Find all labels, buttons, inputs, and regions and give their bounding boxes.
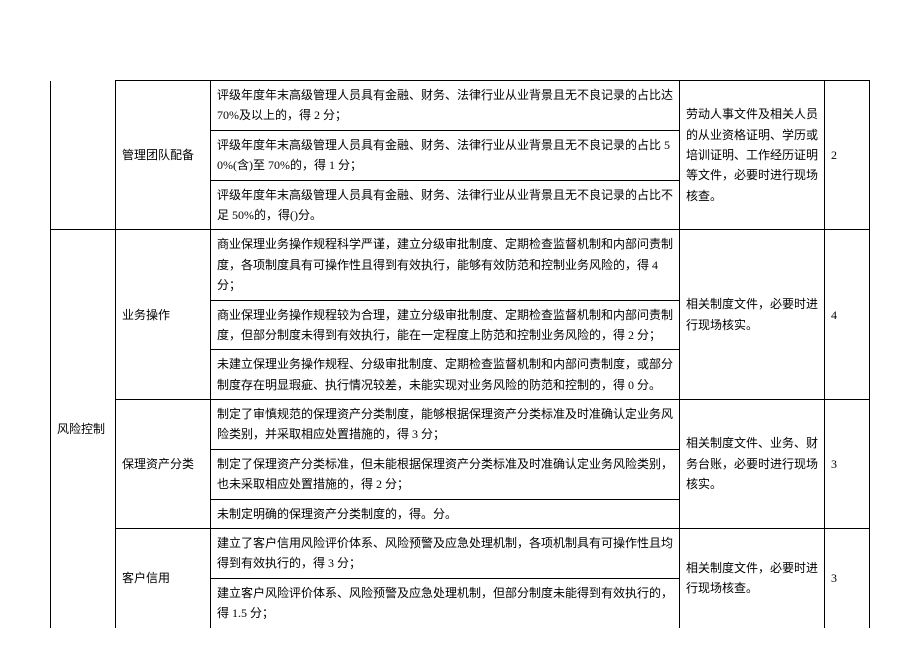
criteria-cell: 建立了客户信用风险评价体系、风险预警及应急处理机制，各项机制具有可操作性且均得到…: [211, 529, 680, 579]
subcategory-cell: 保理资产分类: [116, 400, 211, 529]
score-cell: 3: [825, 529, 870, 628]
reference-cell: 相关制度文件、业务、财务台账，必要时进行现场核实。: [680, 400, 825, 529]
criteria-cell: 评级年度年末高级管理人员具有金融、财务、法律行业从业背景且无不良记录的占比不足 …: [211, 180, 680, 230]
category-cell: [51, 81, 116, 230]
score-cell: 3: [825, 400, 870, 529]
subcategory-cell: 客户信用: [116, 529, 211, 628]
subcategory-cell: 业务操作: [116, 230, 211, 400]
criteria-cell: 未制定明确的保理资产分类制度的，得。分。: [211, 499, 680, 528]
criteria-cell: 未建立保理业务操作规程、分级审批制度、定期检查监督机制和内部问责制度，或部分制度…: [211, 350, 680, 400]
criteria-cell: 制定了审慎规范的保理资产分类制度，能够根据保理资产分类标准及时准确认定业务风险类…: [211, 400, 680, 450]
category-cell: 风险控制: [51, 230, 116, 628]
reference-cell: 相关制度文件，必要时进行现场核查。: [680, 529, 825, 628]
criteria-cell: 建立客户风险评价体系、风险预警及应急处理机制，但部分制度未能得到有效执行的，得 …: [211, 578, 680, 627]
score-cell: 2: [825, 81, 870, 230]
evaluation-table: 管理团队配备 评级年度年末高级管理人员具有金融、财务、法律行业从业背景且无不良记…: [50, 80, 870, 628]
reference-cell: 劳动人事文件及相关人员的从业资格证明、学历或培训证明、工作经历证明等文件，必要时…: [680, 81, 825, 230]
reference-cell: 相关制度文件，必要时进行现场核实。: [680, 230, 825, 400]
criteria-cell: 评级年度年末高级管理人员具有金融、财务、法律行业从业背景且无不良记录的占比 50…: [211, 130, 680, 180]
criteria-cell: 评级年度年末高级管理人员具有金融、财务、法律行业从业背景且无不良记录的占比达 7…: [211, 81, 680, 131]
score-cell: 4: [825, 230, 870, 400]
criteria-cell: 商业保理业务操作规程较为合理，建立分级审批制度、定期检查监督机制和内部问责制度，…: [211, 300, 680, 350]
criteria-cell: 商业保理业务操作规程科学严谨，建立分级审批制度、定期检查监督机制和内部问责制度，…: [211, 230, 680, 300]
criteria-cell: 制定了保理资产分类标准，但未能根据保理资产分类标准及时准确认定业务风险类别，也未…: [211, 449, 680, 499]
subcategory-cell: 管理团队配备: [116, 81, 211, 230]
